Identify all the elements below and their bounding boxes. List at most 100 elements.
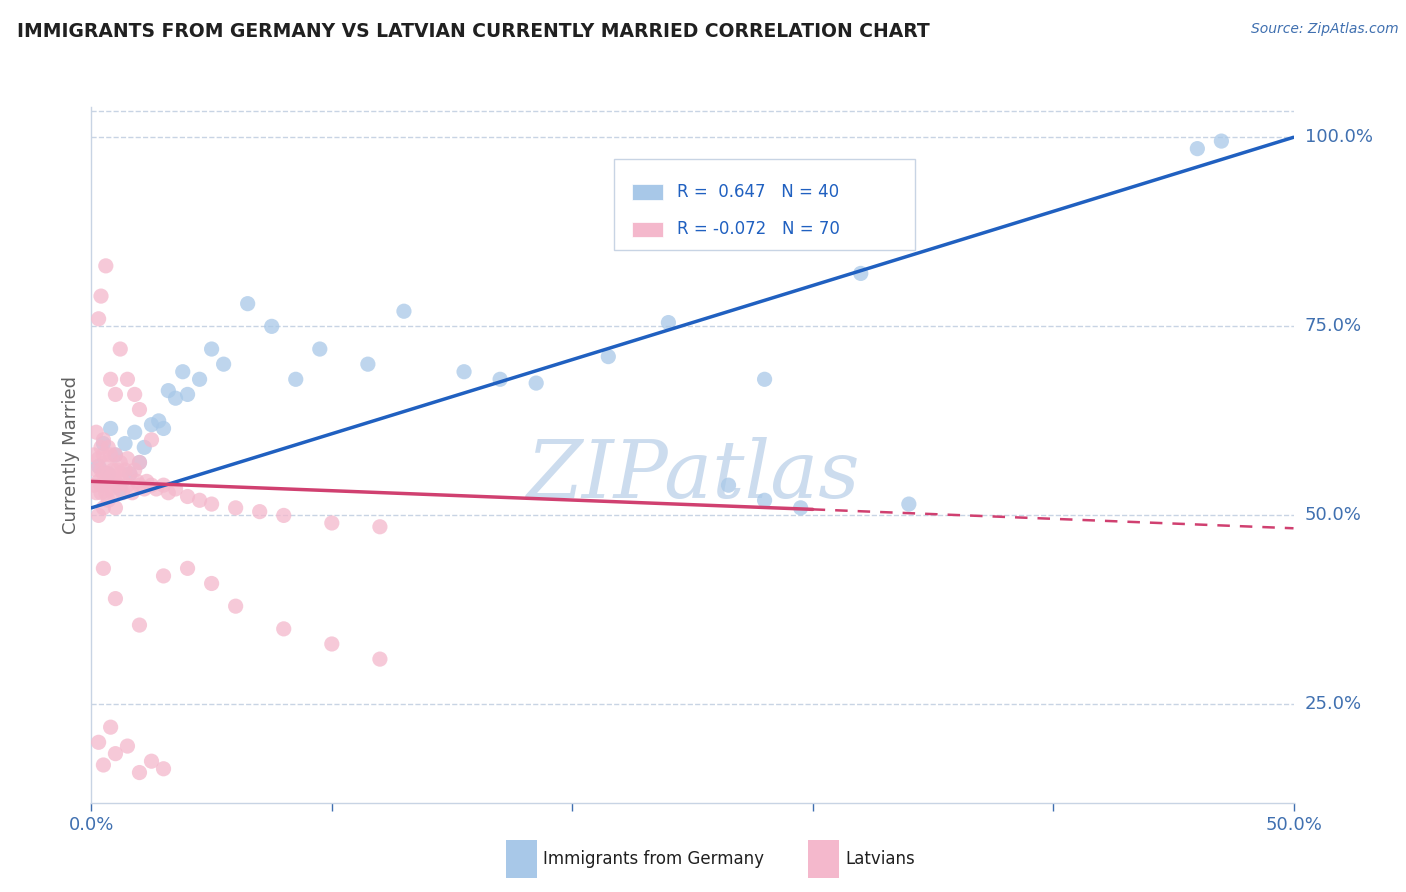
Point [321,637,343,651]
Point [141,433,163,447]
Point [157,384,180,398]
Point [273,622,295,636]
Point [368,520,391,534]
Point [117,451,139,466]
Point [128,618,150,632]
Point [141,754,163,768]
Point [93,467,115,481]
Point [111,475,134,489]
Point [128,478,150,492]
Point [754,372,776,386]
Point [128,455,150,469]
Point [225,599,247,614]
Point [118,467,141,481]
Point [121,485,143,500]
Point [87,508,110,523]
Point [100,482,122,496]
Point [141,478,163,492]
Point [90,485,112,500]
Point [134,482,156,496]
Point [176,561,198,575]
Point [100,470,122,484]
Text: Latvians: Latvians [845,850,915,868]
Point [157,485,180,500]
Text: 75.0%: 75.0% [1305,318,1362,335]
Point [94,455,117,469]
Point [897,497,920,511]
Text: ZIPatlas: ZIPatlas [526,437,859,515]
FancyBboxPatch shape [614,159,915,250]
Point [117,739,139,753]
Point [104,475,127,489]
Point [453,365,475,379]
Point [754,493,776,508]
Point [524,376,547,390]
Point [125,475,148,489]
Point [141,417,163,432]
Text: R = -0.072   N = 70: R = -0.072 N = 70 [678,220,839,238]
Point [117,478,139,492]
Point [717,478,740,492]
Point [128,765,150,780]
Point [134,441,156,455]
Point [90,289,112,303]
Point [1211,134,1233,148]
Point [110,467,132,481]
FancyBboxPatch shape [633,184,662,200]
Point [152,421,174,435]
Text: 100.0%: 100.0% [1305,128,1372,146]
Point [104,591,127,606]
Point [284,372,307,386]
Point [101,463,124,477]
Text: R =  0.647   N = 40: R = 0.647 N = 40 [678,183,839,201]
Point [100,372,122,386]
Text: 50.0%: 50.0% [1305,507,1361,524]
Point [152,478,174,492]
Point [84,425,107,440]
Point [165,391,187,405]
Point [111,485,134,500]
Point [148,414,170,428]
Point [100,720,122,734]
Point [90,478,112,492]
Point [124,425,146,440]
Text: Immigrants from Germany: Immigrants from Germany [543,850,763,868]
Point [145,482,167,496]
Point [101,485,124,500]
Point [97,467,120,481]
Point [94,259,117,273]
Point [100,448,122,462]
Point [104,387,127,401]
Point [236,296,259,310]
Point [176,490,198,504]
FancyBboxPatch shape [633,222,662,237]
Point [124,463,146,477]
Point [165,482,187,496]
Point [107,463,129,477]
Point [273,508,295,523]
Point [104,448,127,462]
Point [110,455,132,469]
Point [212,357,235,371]
Point [87,311,110,326]
Point [114,463,136,477]
Point [110,342,132,356]
Point [176,387,198,401]
Point [83,448,105,462]
Point [87,735,110,749]
Point [118,467,141,481]
Point [201,576,224,591]
Point [321,516,343,530]
Point [789,500,811,515]
Y-axis label: Currently Married: Currently Married [62,376,80,534]
Point [124,387,146,401]
Point [392,304,415,318]
Point [249,505,271,519]
Point [117,372,139,386]
Point [128,402,150,417]
Point [357,357,380,371]
Point [260,319,283,334]
Point [368,652,391,666]
Point [93,448,115,462]
Point [94,485,117,500]
